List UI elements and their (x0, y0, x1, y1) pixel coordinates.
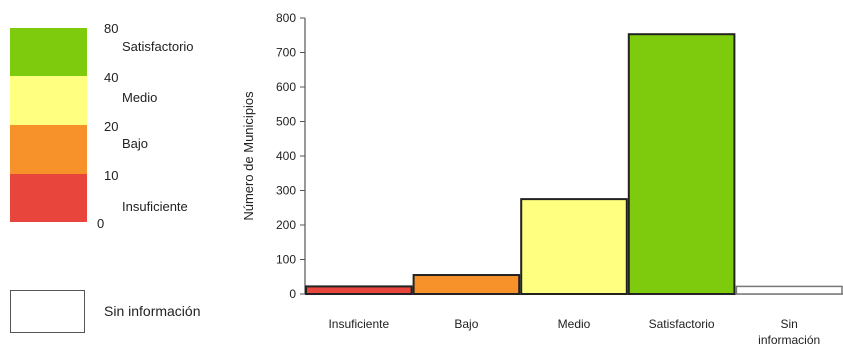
y-tick-label: 200 (276, 218, 296, 232)
y-tick-label: 800 (276, 11, 296, 25)
x-tick-label: Medio (558, 317, 591, 331)
legend-threshold-0: 0 (97, 216, 105, 231)
legend-swatch-satisfactorio (10, 28, 87, 76)
legend-label-satisfactorio: Satisfactorio (122, 39, 194, 54)
x-tick-label: Sin (781, 317, 798, 331)
legend-threshold-40: 40 (104, 70, 119, 85)
legend-swatch-medio (10, 76, 87, 125)
bar-sin-informacion (735, 285, 843, 295)
y-tick-label: 100 (276, 253, 296, 267)
x-tick-label: Insuficiente (328, 317, 389, 331)
y-tick-label: 0 (289, 287, 296, 301)
legend-label-no-data: Sin información (104, 303, 201, 319)
x-tick-label: Satisfactorio (649, 317, 715, 331)
legend-threshold-80: 80 (104, 21, 119, 36)
legend-swatch-no-data (10, 290, 85, 333)
bar-medio (520, 198, 628, 295)
y-tick-label: 500 (276, 115, 296, 129)
bar-satisfactorio (627, 33, 736, 296)
legend-label-insuficiente: Insuficiente (122, 199, 188, 214)
bar-insuficiente (305, 285, 413, 296)
y-tick-label: 600 (276, 80, 296, 94)
bar-bajo (412, 274, 521, 295)
legend-threshold-20: 20 (104, 119, 119, 134)
legend-swatch-insuficiente (10, 174, 87, 222)
y-axis-title: Número de Municipios (241, 91, 256, 221)
y-tick-label: 400 (276, 149, 296, 163)
x-tick-label: información (758, 333, 820, 347)
legend-swatch-bajo (10, 125, 87, 174)
legend: 80 40 20 10 0 Satisfactorio Medio Bajo I… (0, 0, 240, 349)
legend-label-medio: Medio (122, 90, 158, 105)
y-tick-label: 700 (276, 46, 296, 60)
y-tick-label: 300 (276, 184, 296, 198)
x-tick-label: Bajo (454, 317, 478, 331)
legend-threshold-10: 10 (104, 168, 119, 183)
legend-label-bajo: Bajo (122, 136, 149, 151)
